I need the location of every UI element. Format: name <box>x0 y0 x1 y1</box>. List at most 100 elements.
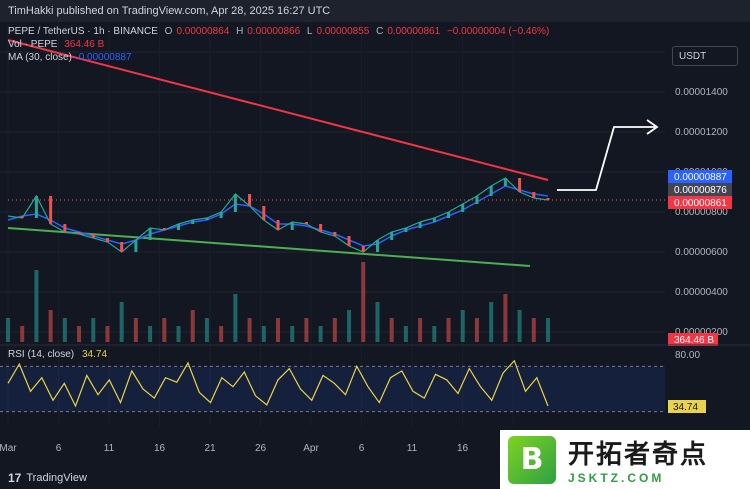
legend-volume-line: Vol · PEPE 364.46 B <box>8 39 108 50</box>
candle <box>20 216 24 218</box>
candle <box>489 186 493 196</box>
volume-bar <box>460 310 465 342</box>
volume-bar <box>304 318 309 342</box>
candle <box>105 238 109 242</box>
volume-bar <box>91 318 96 342</box>
candle <box>432 218 436 222</box>
volume-bar <box>20 326 25 342</box>
candle <box>262 206 266 220</box>
change-value: −0.00000004 (−0.46%) <box>446 26 550 37</box>
volume-bar <box>418 318 423 342</box>
x-tick-label: 6 <box>359 443 365 454</box>
resistance-trendline <box>7 39 549 181</box>
price-chart-svg[interactable]: 0.000016000.000014000.000012000.00001000… <box>0 22 750 467</box>
volume-bar <box>62 318 67 342</box>
projection-arrow-head <box>646 119 659 135</box>
volume-bar <box>119 302 124 342</box>
price-axis-label: 0.00000861 <box>674 198 727 209</box>
volume-bar <box>375 302 380 342</box>
volume-bar <box>233 294 238 342</box>
volume-bar <box>190 310 195 342</box>
x-tick-label: Mar <box>0 443 17 454</box>
candle <box>503 178 507 186</box>
volume-bar <box>276 318 280 342</box>
price-axis-label-bg <box>668 183 732 196</box>
candle <box>461 204 465 212</box>
candle <box>77 232 81 234</box>
rsi-layer: RSI (14, close) 34.74 80.00 34.74 <box>0 344 750 413</box>
volume-bar <box>133 318 138 342</box>
candle <box>319 224 323 232</box>
candle <box>148 228 152 240</box>
currency-label: USDT <box>679 51 707 62</box>
volume-bar <box>361 262 366 342</box>
open-label: O <box>164 26 173 37</box>
watermark-text: 开拓者奇点 JSKTZ.COM <box>568 434 708 485</box>
candle <box>518 178 522 192</box>
volume-bar <box>204 318 209 342</box>
high-label: H <box>236 26 244 37</box>
chart-area[interactable]: 0.000016000.000014000.000012000.00001000… <box>0 22 750 467</box>
x-tick-label: 11 <box>104 443 115 454</box>
volume-bar <box>489 302 494 342</box>
currency-button[interactable]: USDT <box>672 46 738 66</box>
y-tick-label: 0.00000600 <box>675 247 728 258</box>
x-tick-label: 16 <box>457 443 469 454</box>
volume-bar <box>176 326 181 342</box>
candle <box>290 222 294 230</box>
candle <box>120 242 124 252</box>
volume-bar <box>247 318 252 342</box>
candle <box>177 224 181 230</box>
volume-bar <box>6 318 10 342</box>
price-axis-label: 0.00000876 <box>674 185 727 196</box>
candle <box>248 194 252 206</box>
low-label: L <box>306 26 313 37</box>
candle <box>205 218 209 220</box>
watermark-title: 开拓者奇点 <box>568 440 709 470</box>
volume-bar <box>162 318 167 342</box>
volume-bar <box>105 326 110 342</box>
volume-bar <box>432 326 437 342</box>
candle <box>191 220 195 224</box>
y-tick-label: 0.00000400 <box>675 287 728 298</box>
volume-bar <box>77 326 82 342</box>
volume-bar <box>332 318 337 342</box>
tradingview-logo-text: TradingView <box>26 472 87 484</box>
candle <box>532 192 536 198</box>
legend-symbol-line: PEPE / TetherUS · 1h · BINANCE O 0.000008… <box>8 26 553 37</box>
tradingview-logo[interactable]: 17 TradingView <box>8 467 87 489</box>
volume-bar <box>48 310 53 342</box>
rsi-axis-label: 34.74 <box>673 402 698 413</box>
volume-bar <box>389 318 394 342</box>
candle <box>447 212 451 218</box>
ma-value: 0.00000887 <box>78 52 132 63</box>
tradingview-logo-icon: 17 <box>8 471 22 485</box>
volume-bar <box>474 318 479 342</box>
volume-bar <box>347 310 352 342</box>
x-tick-label: 26 <box>255 443 267 454</box>
candle <box>219 212 223 218</box>
x-tick-label: 11 <box>407 443 418 454</box>
symbol-name: PEPE / TetherUS · 1h · BINANCE <box>8 26 158 37</box>
candle <box>390 232 394 240</box>
ma-label: MA (30, close) <box>8 52 72 63</box>
watermark-subtitle: JSKTZ.COM <box>568 471 665 485</box>
price-axis-label-bg <box>668 196 732 209</box>
rsi-current-value: 34.74 <box>82 349 107 360</box>
volume-bar <box>219 326 224 342</box>
candle <box>375 240 379 252</box>
open-value: 0.00000864 <box>176 26 230 37</box>
high-value: 0.00000866 <box>247 26 301 37</box>
volume-bar <box>290 326 295 342</box>
candle <box>63 224 67 232</box>
candle <box>162 228 166 230</box>
close-label: C <box>376 26 384 37</box>
candle <box>361 246 365 252</box>
volume-bar <box>531 318 536 342</box>
close-value: 0.00000861 <box>387 26 441 37</box>
candle <box>404 228 408 232</box>
volume-axis-label: 364.46 B <box>674 335 714 346</box>
x-tick-label: 21 <box>204 443 216 454</box>
volume-bar <box>517 310 522 342</box>
rsi-band <box>0 366 665 412</box>
